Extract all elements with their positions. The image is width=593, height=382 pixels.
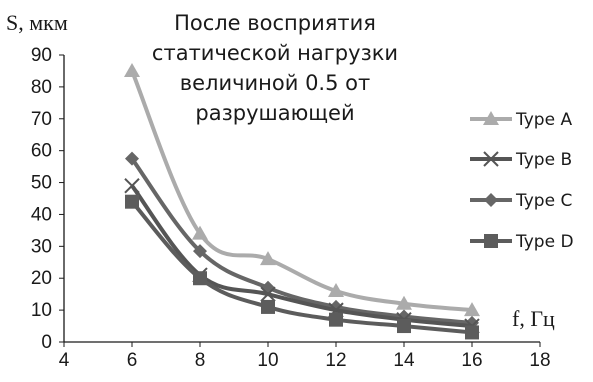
y-tick-label: 70 [31, 109, 52, 130]
data-point [329, 312, 343, 327]
legend-item: Type C [470, 191, 572, 211]
data-point [192, 225, 208, 240]
y-tick-label: 40 [31, 204, 52, 225]
legend-label: Type D [515, 232, 574, 252]
y-tick-label: 80 [31, 77, 52, 98]
x-tick-label: 14 [393, 350, 415, 371]
tick-labels: 0 10 20 30 40 50 60 70 80 90 4 6 8 10 12 14 16 18 [31, 45, 551, 371]
data-point [124, 178, 140, 194]
data-point [193, 271, 207, 286]
y-tick-label: 10 [31, 300, 52, 321]
data-point [260, 251, 276, 266]
legend-marker [484, 193, 498, 207]
x-tick-label: 6 [127, 350, 138, 371]
legend-marker [483, 151, 499, 167]
legend-label: Type A [515, 110, 572, 130]
series-line [130, 200, 473, 335]
legend-item: Type B [470, 150, 572, 170]
y-tick-label: 30 [31, 236, 52, 257]
legend-marker [483, 111, 499, 125]
data-point [261, 299, 275, 314]
data-point [328, 282, 344, 297]
chart-title: После восприятия статической нагрузки ве… [151, 11, 399, 125]
data-point [397, 319, 411, 334]
data-point [125, 194, 139, 209]
x-tick-label: 12 [325, 350, 346, 371]
data-point [465, 325, 479, 340]
y-tick-label: 20 [31, 268, 52, 289]
data-point [396, 295, 412, 310]
legend-label: Type B [515, 150, 572, 170]
data-point [464, 302, 480, 317]
x-axis-label: f, Гц [512, 306, 555, 331]
data-point [193, 244, 207, 259]
legend-label: Type C [515, 191, 572, 211]
legend: Type A Type B Type C Type D [470, 110, 574, 252]
series-lines [124, 62, 480, 340]
legend-item: Type D [470, 232, 574, 252]
y-tick-label: 60 [31, 141, 52, 162]
legend-marker [484, 234, 498, 248]
y-tick-label: 0 [41, 332, 52, 353]
axes [59, 54, 541, 347]
series-line [130, 157, 473, 325]
data-point [125, 151, 139, 166]
data-point [260, 286, 276, 302]
y-tick-label: 90 [31, 45, 52, 66]
legend-item: Type A [470, 110, 572, 130]
y-tick-label: 50 [31, 173, 52, 194]
data-point [124, 62, 140, 77]
x-tick-label: 8 [195, 350, 206, 371]
x-tick-label: 18 [529, 350, 550, 371]
y-axis-label: S, мкм [6, 10, 68, 35]
x-tick-label: 10 [257, 350, 278, 371]
x-tick-label: 4 [59, 350, 70, 371]
x-tick-label: 16 [461, 350, 482, 371]
